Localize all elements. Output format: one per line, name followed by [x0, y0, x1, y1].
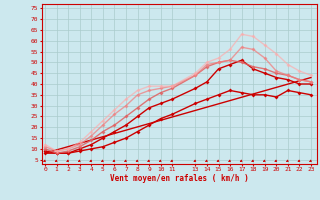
X-axis label: Vent moyen/en rafales ( km/h ): Vent moyen/en rafales ( km/h )	[110, 174, 249, 183]
